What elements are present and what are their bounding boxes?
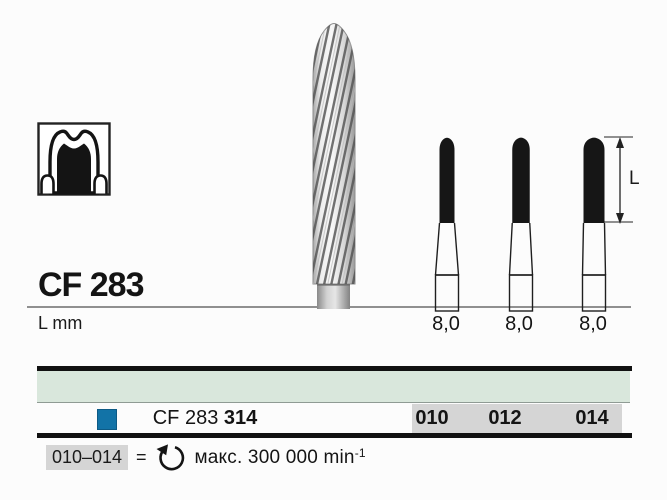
product-code: CF 283 (152, 407, 219, 429)
color-code-square (97, 409, 117, 430)
speed-legend: 010–014 = макс. 300 000 min-1 (46, 441, 366, 473)
bur-silhouette-010 (434, 137, 460, 312)
crown-preparation-icon (37, 122, 111, 196)
table-sizes-cell-band (412, 404, 622, 433)
bur-silhouette-014 (581, 137, 607, 312)
dimension-extension-line-bottom (603, 221, 633, 223)
table-size-value: 010 (415, 407, 449, 429)
table-size-value: 012 (488, 407, 522, 429)
dimension-extension-line-top (604, 136, 633, 138)
table-header-band (37, 371, 630, 403)
length-value: 8,0 (579, 313, 607, 335)
max-speed-text: макс. 300 000 min-1 (194, 445, 366, 468)
table-size-value: 014 (575, 407, 609, 429)
length-value: 8,0 (505, 313, 533, 335)
shank-iso-code: 314 (223, 407, 258, 429)
max-rotation-speed-icon (156, 444, 184, 471)
length-value: 8,0 (432, 313, 460, 335)
page-title: CF 283 (38, 266, 144, 304)
bur-photo (312, 22, 356, 309)
length-row-label: L mm (38, 313, 83, 333)
table-top-rule (37, 366, 632, 371)
bur-silhouette-012 (508, 137, 534, 312)
table-product-code: CF 283 314 (127, 404, 283, 433)
speed-exponent: -1 (354, 445, 366, 460)
dimension-arrow (616, 137, 624, 224)
dimension-letter-label: L (629, 168, 640, 189)
equals-sign: = (136, 446, 147, 467)
table-bottom-rule (37, 433, 632, 438)
size-range-badge: 010–014 (46, 444, 128, 470)
